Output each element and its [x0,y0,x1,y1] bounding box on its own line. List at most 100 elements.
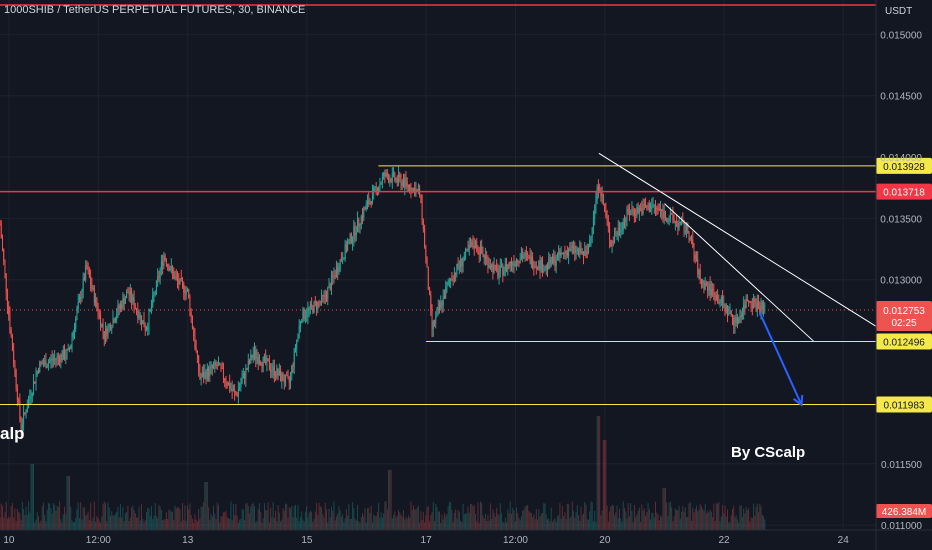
volume-bar [462,503,464,530]
volume-bar [328,508,330,530]
candle-body [678,223,680,228]
candle-body [121,304,123,309]
volume-bar [360,516,362,530]
volume-bar [509,501,511,530]
time-axis[interactable]: 10 12:00 13 15 17 12:00 20 22 24 [0,529,932,546]
current-price-tag[interactable] [876,301,932,332]
volume-bar [117,506,119,530]
volume-bar [662,488,664,530]
candle-body [13,350,15,364]
volume-bar [322,513,324,530]
volume-bar [453,512,455,530]
candle-body [368,200,370,205]
projection-arrow-shaft[interactable] [758,312,803,406]
volume-bar [746,510,748,530]
volume-bar [713,503,715,530]
level-price-tag[interactable] [876,183,932,200]
level-price-tag[interactable] [876,396,932,413]
volume-bar [366,508,368,530]
volume-bar [561,505,563,530]
level-price-tag[interactable] [876,157,932,174]
candle-body [735,316,737,324]
candle-body [602,194,604,204]
candle-body [575,249,577,253]
volume-bar [370,505,372,530]
candle-body [453,272,455,281]
volume-bar [407,515,409,530]
volume-bar [658,520,660,530]
candle-body [385,172,387,177]
candle-body [695,258,697,260]
candle-body [393,172,395,174]
candle-body [434,321,436,324]
volume-bar [738,522,740,530]
candle-body [405,177,407,182]
candle-body [710,288,712,296]
volume-bar [250,506,252,530]
volume-bar [571,501,573,530]
volume-bar [97,518,99,530]
candle-body [498,272,500,278]
volume-bar [121,517,123,530]
volume-bar [213,505,215,530]
candle-body [353,226,355,239]
volume-bar [282,508,284,530]
candle-body [227,382,229,386]
volume-bar [292,516,294,530]
horizontal-levels[interactable] [0,4,876,405]
candle-body [723,303,725,305]
candle-body [10,329,12,337]
candle-body [561,252,563,254]
volume-bar [93,501,95,530]
candle-body [563,252,565,254]
volume-bar [132,505,134,530]
candle-body [237,388,239,396]
candle-body [698,270,700,275]
candle-body [45,360,47,368]
candle-body [749,301,751,303]
candle-body [545,264,547,270]
candle-body [249,360,251,363]
candle-body [632,209,634,211]
volume-bar [131,507,133,530]
candle-body [252,353,254,359]
candle-body [460,258,462,267]
volume-bar [761,514,763,530]
volume-bar [267,502,269,530]
volume-bar [506,522,508,530]
trendline-drawings[interactable] [598,152,877,407]
volume-bar [681,511,683,530]
candle-body [218,364,220,366]
volume-bar [258,503,260,530]
candle-body [263,356,265,358]
volume-bar [744,513,746,530]
volume-bar [78,518,80,530]
candle-body [586,251,588,254]
price-axis[interactable]: 0.013928 0.013718 0.012496 0.011983 0.012753… [875,0,932,550]
volume-bar [751,517,753,530]
volume-bar [188,509,190,530]
trendline[interactable] [664,203,814,342]
candle-body [75,318,77,330]
volume-bar [127,505,129,530]
candle-body [727,305,729,316]
volume-bar [141,504,143,530]
volume-bar [220,516,222,530]
volume-bar [748,508,750,530]
volume-bar [689,502,691,530]
trendline[interactable] [598,152,877,327]
volume-tag[interactable] [876,504,932,518]
volume-bar [538,509,540,530]
candle-body [293,349,295,366]
projection-arrow-head[interactable] [792,394,804,407]
volume-bar [643,508,645,530]
time-tick-label: 24 [838,535,850,546]
level-price-tag[interactable] [876,333,932,350]
volume-bar [347,515,349,530]
candle-body [574,245,576,253]
volume-bar [103,501,105,530]
candle-body [235,392,237,395]
volume-bar [703,510,705,530]
candle-body [297,333,299,341]
